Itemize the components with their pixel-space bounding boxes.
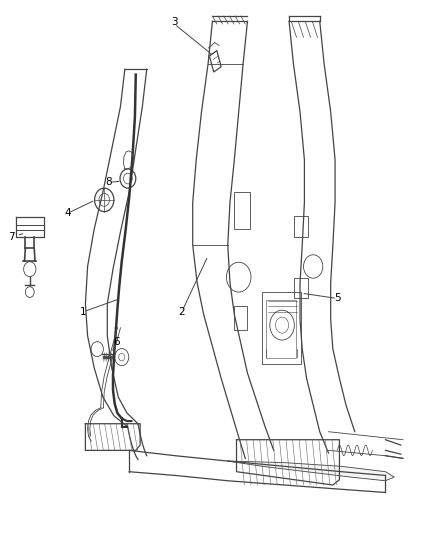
- Text: 1: 1: [80, 307, 87, 317]
- Text: 6: 6: [113, 337, 120, 347]
- Text: 8: 8: [105, 177, 112, 187]
- Polygon shape: [228, 461, 394, 481]
- Text: 3: 3: [171, 18, 178, 27]
- Text: 4: 4: [64, 208, 71, 218]
- Text: 5: 5: [334, 294, 341, 303]
- Text: 2: 2: [178, 307, 185, 317]
- Text: 7: 7: [7, 232, 14, 242]
